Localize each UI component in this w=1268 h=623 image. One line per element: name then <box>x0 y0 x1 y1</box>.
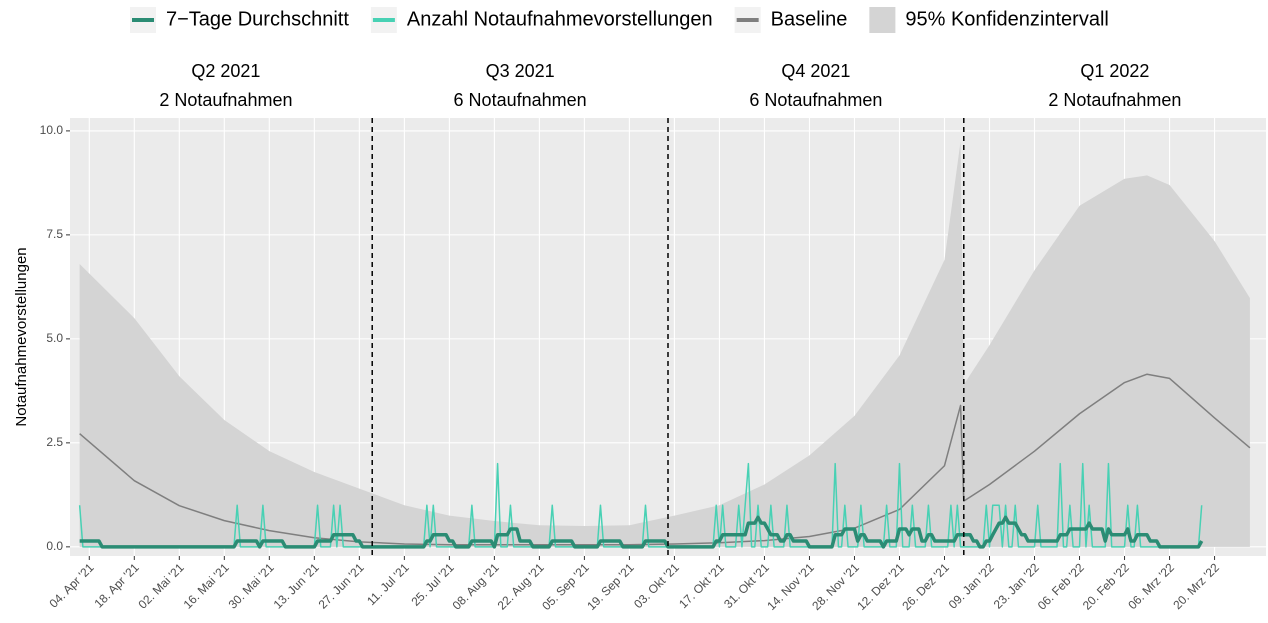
legend-label: Baseline <box>771 8 848 30</box>
confidence-band <box>79 141 1250 547</box>
legend-label: 7−Tage Durchschnitt <box>166 8 349 30</box>
facet-label: Q1 2022 <box>1080 61 1149 81</box>
facet-sublabel: 6 Notaufnahmen <box>454 90 587 110</box>
x-tick-label: 26. Dez '21 <box>899 560 952 613</box>
y-tick-label: 10.0 <box>40 123 64 137</box>
x-tick-label: 27. Jun '21 <box>316 560 367 611</box>
facet-sublabel: 6 Notaufnahmen <box>749 90 882 110</box>
x-tick-label: 20. Feb '22 <box>1080 560 1132 612</box>
x-tick-label: 06. Feb '22 <box>1035 560 1087 612</box>
x-tick-label: 11. Jul '21 <box>364 560 412 608</box>
facet-sublabel: 2 Notaufnahmen <box>159 90 292 110</box>
facet-label: Q2 2021 <box>191 61 260 81</box>
x-tick-label: 23. Jan '22 <box>991 560 1042 611</box>
facet-label: Q3 2021 <box>486 61 555 81</box>
legend-label: 95% Konfidenzintervall <box>905 8 1108 30</box>
x-tick-label: 17. Okt '21 <box>676 560 727 611</box>
x-tick-label: 09. Jan '22 <box>946 560 997 611</box>
x-tick-label: 13. Jun '21 <box>271 560 322 611</box>
x-tick-label: 04. Apr '21 <box>46 560 96 610</box>
legend-key <box>869 7 896 33</box>
series-line <box>79 515 1204 549</box>
x-tick-label: 19. Sep '21 <box>584 560 637 613</box>
y-tick-label: 5.0 <box>46 331 63 345</box>
y-tick-label: 0.0 <box>46 539 63 553</box>
x-tick-label: 12. Dez '21 <box>854 560 907 613</box>
x-tick-label: 02. Mai '21 <box>136 560 187 611</box>
legend-label: Anzahl Notaufnahmevorstellungen <box>407 8 713 30</box>
x-tick-label: 28. Nov '21 <box>809 560 862 613</box>
y-tick-label: 7.5 <box>46 227 63 241</box>
x-tick-label: 03. Okt '21 <box>631 560 682 611</box>
x-tick-label: 18. Apr '21 <box>91 560 141 610</box>
facet-label: Q4 2021 <box>781 61 850 81</box>
x-tick-label: 05. Sep '21 <box>539 560 592 613</box>
y-tick-label: 2.5 <box>46 435 63 449</box>
x-tick-label: 14. Nov '21 <box>764 560 817 613</box>
x-tick-label: 20. Mrz '22 <box>1170 560 1222 612</box>
x-tick-label: 22. Aug '21 <box>495 560 547 612</box>
x-tick-label: 30. Mai '21 <box>226 560 277 611</box>
x-tick-label: 16. Mai '21 <box>181 560 232 611</box>
x-tick-label: 06. Mrz '22 <box>1125 560 1177 612</box>
facet-sublabel: 2 Notaufnahmen <box>1048 90 1181 110</box>
y-axis-title: Notaufnahmevorstellungen <box>13 247 30 426</box>
x-tick-label: 08. Aug '21 <box>450 560 502 612</box>
